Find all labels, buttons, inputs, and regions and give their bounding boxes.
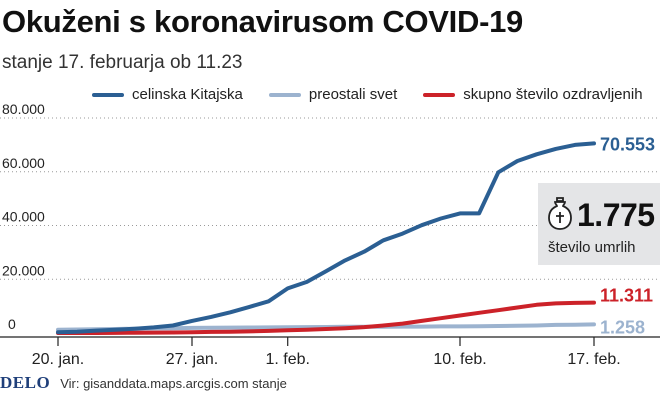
y-tick-label: 20.000 <box>2 262 45 278</box>
end-label-2: 11.311 <box>600 286 653 306</box>
urn-icon <box>546 195 574 238</box>
legend-item-china: celinska Kitajska <box>92 86 243 103</box>
chart-legend: celinska Kitajska preostali svet skupno … <box>92 86 643 103</box>
series-end-labels: 70.553 11.311 1.258 <box>600 134 655 337</box>
y-tick-label: 40.000 <box>2 209 45 225</box>
legend-label-china: celinska Kitajska <box>132 86 243 103</box>
series-lines <box>56 141 596 335</box>
series-line-2 <box>56 300 596 335</box>
x-tick-label: 10. feb. <box>433 351 486 368</box>
legend-swatch-recovered <box>423 92 456 97</box>
deaths-value: 1.775 <box>577 197 655 233</box>
legend-swatch-rest-of-world <box>268 92 301 97</box>
legend-label-rest-of-world: preostali svet <box>308 86 398 103</box>
x-tick-label: 27. jan. <box>166 351 218 368</box>
series-line-0 <box>56 141 596 335</box>
chart-title: Okuženi s koronavirusom COVID-19 <box>2 4 523 39</box>
x-tick-label: 20. jan. <box>32 351 84 368</box>
chart-subtitle: stanje 17. februarja ob 11.23 <box>2 52 243 73</box>
x-axis-ticks: 20. jan. 27. jan. 1. feb. 10. feb. 17. feb. <box>0 336 660 368</box>
deaths-callout: 1.775 število umrlih <box>538 183 660 265</box>
legend-item-recovered: skupno število ozdravljenih <box>423 86 643 103</box>
y-tick-label: 60.000 <box>2 155 45 171</box>
x-tick-label: 17. feb. <box>567 351 620 368</box>
legend-swatch-china <box>92 92 124 97</box>
delo-logo: DELO <box>0 373 51 392</box>
end-label-0: 70.553 <box>600 134 655 154</box>
legend-item-rest-of-world: preostali svet <box>268 86 398 103</box>
y-axis-tick-labels: 0 20.000 40.000 60.000 80.000 <box>2 101 45 332</box>
source-credit: Vir: gisanddata.maps.arcgis.com stanje <box>60 376 287 391</box>
x-tick-label: 1. feb. <box>265 351 309 368</box>
legend-label-recovered: skupno število ozdravljenih <box>463 86 643 103</box>
line-chart: 0 20.000 40.000 60.000 80.000 20. jan. 27. ja… <box>0 101 660 368</box>
y-tick-label: 0 <box>8 316 16 332</box>
deaths-label: število umrlih <box>548 239 636 256</box>
y-tick-label: 80.000 <box>2 101 45 117</box>
footer: DELO Vir: gisanddata.maps.arcgis.com sta… <box>0 373 287 393</box>
end-label-1: 1.258 <box>600 317 645 337</box>
